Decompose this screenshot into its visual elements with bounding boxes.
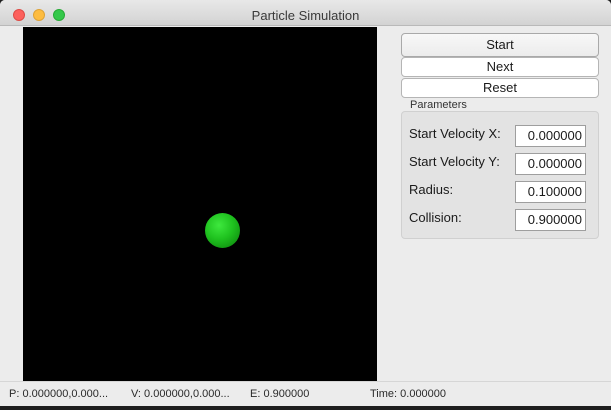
radius-input[interactable]: 0.100000 [515, 181, 586, 203]
left-margin [0, 27, 7, 381]
status-position: P: 0.000000,0.000... [9, 388, 109, 400]
start-velocity-y-label: Start Velocity Y: [409, 154, 500, 169]
start-velocity-y-input[interactable]: 0.000000 [515, 153, 586, 175]
simulation-canvas[interactable] [23, 27, 377, 381]
close-window-icon[interactable] [13, 9, 25, 21]
maximize-window-icon[interactable] [53, 9, 65, 21]
minimize-window-icon[interactable] [33, 9, 45, 21]
parameters-group-title: Parameters [410, 99, 467, 111]
status-energy: E: 0.900000 [250, 388, 310, 400]
collision-input[interactable]: 0.900000 [515, 209, 586, 231]
particle-sphere [205, 213, 240, 248]
start-velocity-x-input[interactable]: 0.000000 [515, 125, 586, 147]
window-title: Particle Simulation [251, 8, 360, 23]
radius-label: Radius: [409, 182, 454, 197]
start-button[interactable]: Start [401, 33, 599, 57]
next-button[interactable]: Next [401, 57, 599, 77]
status-bar: P: 0.000000,0.000... V: 0.000000,0.000..… [0, 381, 611, 406]
status-velocity: V: 0.000000,0.000... [131, 388, 230, 400]
reset-button[interactable]: Reset [401, 78, 599, 98]
collision-label: Collision: [409, 210, 462, 225]
status-time: Time: 0.000000 [370, 388, 447, 400]
title-bar: Particle Simulation [0, 0, 611, 26]
start-velocity-x-label: Start Velocity X: [409, 126, 501, 141]
